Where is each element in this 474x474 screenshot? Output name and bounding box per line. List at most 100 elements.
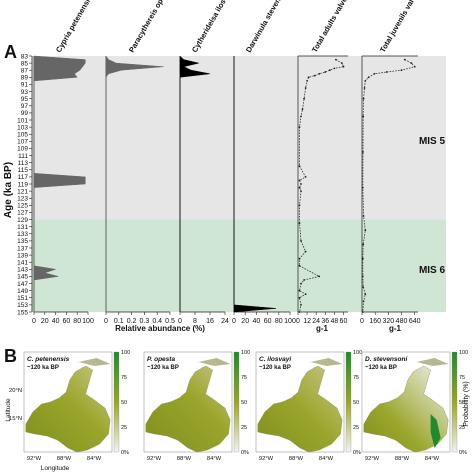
age-tick-label: 143 [17, 267, 28, 274]
data-point [298, 186, 301, 189]
data-point [400, 69, 403, 72]
data-point [385, 71, 388, 73]
lon-tick-label: 88°W [57, 456, 72, 462]
data-point [361, 275, 364, 278]
x-tick-label: 16 [206, 318, 214, 325]
line-series [362, 59, 416, 313]
data-point [298, 264, 301, 267]
colorbar-tick-label: 50 [459, 400, 465, 406]
age-tick-label: 127 [17, 210, 28, 217]
age-tick-label: 155 [17, 309, 28, 316]
age-tick-label: 99 [21, 110, 29, 117]
x-tick-label: 0 [360, 318, 364, 325]
title-paracythereis: Paracythereis opesta [127, 0, 173, 54]
colorbar-tick-label: 0% [121, 450, 129, 456]
land-mass [25, 365, 111, 453]
colorbar [345, 351, 352, 453]
map-0: C. petenensis ~120 ka BP 92°W 88°W 84°W 20°N 1… [9, 350, 130, 462]
colorbar-tick-label: 75 [121, 375, 127, 381]
map-3: D. stevensoni ~120 ka BP 92°W 88°W 84°W 100 75… [361, 350, 468, 462]
x-tick-label: 48 [330, 318, 338, 325]
data-point [298, 257, 301, 260]
lon-tick-label: 84°W [319, 456, 334, 462]
data-point [304, 176, 307, 178]
x-axis-label-adults: g-1 [316, 324, 329, 333]
lon-tick-label: 92°W [147, 456, 162, 462]
x-tick-label: 0 [232, 318, 236, 325]
lat-tick-label: 20°N [9, 388, 22, 394]
age-tick-label: 95 [21, 96, 29, 103]
x-axis-label-juveniles: g-1 [389, 324, 402, 333]
x-tick-label: 40 [253, 318, 261, 325]
lon-tick-label: 92°W [27, 456, 42, 462]
data-point [364, 229, 367, 232]
mis5-zone [32, 56, 446, 220]
x-tick-label: 20 [241, 318, 249, 325]
x-tick-label: 60 [264, 318, 272, 325]
high-probability-area [430, 414, 441, 448]
lon-tick-label: 88°W [289, 456, 304, 462]
x-tick-label: 100 [284, 318, 296, 325]
map-species: C. petenensis [27, 356, 70, 363]
data-point [318, 275, 321, 278]
panel-1: 0 0.1 0.2 0.3 0.4 0.5 [104, 55, 175, 325]
x-tick-label: 0.1 [114, 318, 124, 325]
data-point [298, 222, 301, 225]
x-tick-label: 60 [340, 318, 348, 325]
colorbar-tick-label: 25 [121, 425, 127, 431]
panel-3: 0 20 40 60 80 100 [232, 56, 296, 325]
age-tick-label: 87 [21, 68, 29, 75]
x-axis-label-relative: Relative abundance (%) [115, 324, 205, 333]
x-tick-label: 8 [193, 318, 197, 325]
age-tick-label: 107 [17, 139, 28, 146]
x-tick-label: 320 [383, 318, 395, 325]
x-tick-label: 24 [312, 318, 320, 325]
island [310, 358, 343, 366]
age-tick-label: 105 [17, 132, 28, 139]
map-age: ~120 ka BP [27, 365, 59, 371]
x-tick-label: 36 [321, 318, 329, 325]
colorbar-tick-label: 25 [459, 425, 465, 431]
data-point [335, 58, 337, 61]
lon-tick-label: 92°W [365, 456, 380, 462]
x-tick-label: 0.3 [140, 318, 150, 325]
panel-5: 0 160 320 480 640 [360, 55, 421, 325]
lon-tick-label: 88°W [177, 456, 192, 462]
map-age: ~120 ka BP [147, 365, 179, 371]
lon-tick-label: 84°W [87, 456, 102, 462]
age-tick-label: 139 [17, 252, 28, 259]
island [78, 358, 111, 366]
stratigraphic-panels: 0 20 40 60 80 100 0 0.1 0.2 0.3 0.4 0.5 0 8 16 24 0 20 40 6… [32, 55, 421, 325]
colorbar [451, 351, 458, 453]
data-point [341, 62, 343, 64]
age-tick-label: 147 [17, 281, 28, 288]
age-tick-label: 85 [21, 60, 29, 67]
age-tick-label: 151 [17, 295, 28, 302]
age-tick-label: 97 [21, 103, 29, 110]
area-series [179, 55, 211, 312]
x-tick-label: 100 [82, 318, 94, 325]
data-point [303, 279, 305, 281]
colorbar-tick-label: 100 [241, 350, 250, 356]
data-point [364, 80, 367, 82]
data-point [300, 190, 302, 193]
data-point [413, 65, 416, 68]
data-point [307, 76, 310, 79]
lon-tick-label: 84°W [425, 456, 440, 462]
age-tick-label: 149 [17, 288, 28, 295]
area-series [33, 55, 86, 312]
data-point [403, 58, 406, 61]
map-2: C. ilosvayi ~120 ka BP 92°W 88°W 84°W 100 75 50… [255, 350, 362, 462]
colorbar-tick-label: 0% [459, 450, 467, 456]
data-point [306, 80, 308, 82]
data-point [362, 300, 365, 303]
colorbar-tick-label: 25 [353, 425, 359, 431]
land-mass [363, 365, 449, 453]
data-point [373, 72, 376, 75]
x-tick-label: 60 [63, 318, 71, 325]
data-point [362, 151, 364, 153]
x-tick-label: 0 [32, 318, 36, 325]
colorbar-tick-label: 100 [121, 350, 130, 356]
x-tick-label: 40 [52, 318, 60, 325]
data-point [328, 69, 331, 72]
